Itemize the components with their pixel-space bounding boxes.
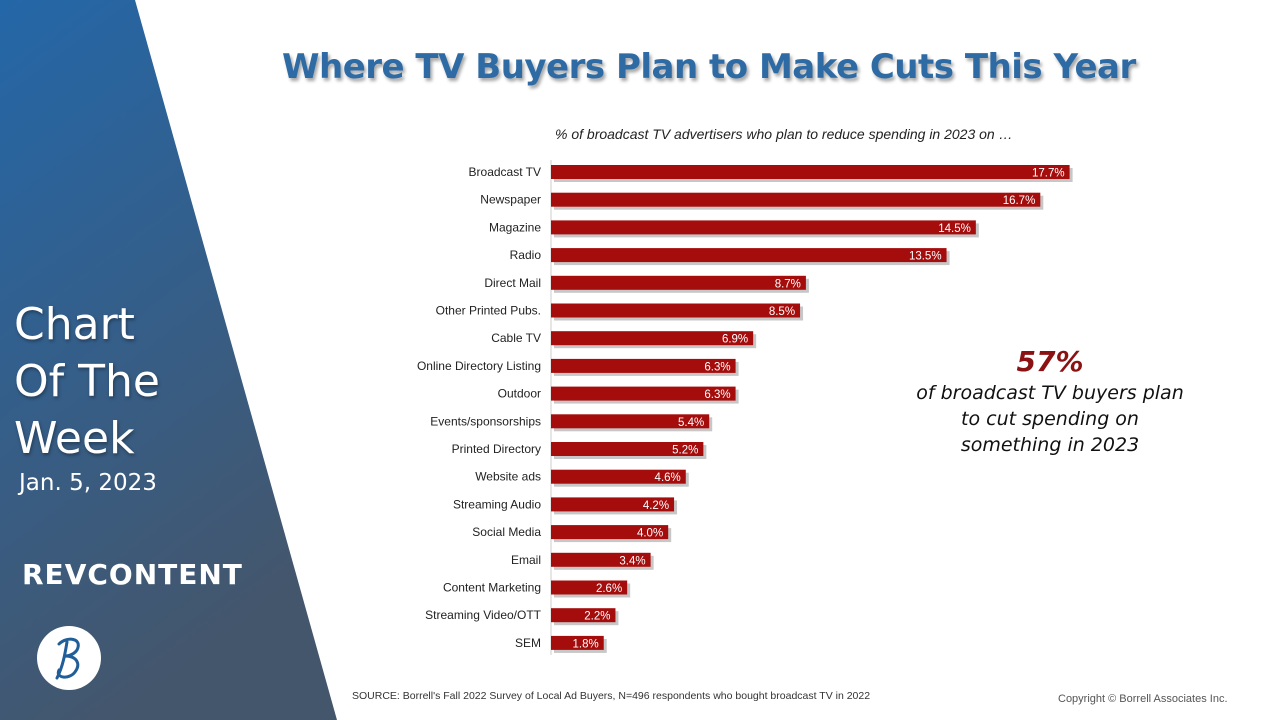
bar <box>551 248 947 263</box>
data-label: 6.9% <box>722 334 748 346</box>
borrell-logo-icon <box>55 637 80 680</box>
callout-value: 57% <box>1016 345 1084 378</box>
bar <box>551 358 736 373</box>
category-label: Newspaper <box>480 193 541 207</box>
revcontent-logo-text: REVCONTENT <box>22 558 243 591</box>
data-label: 8.7% <box>775 278 801 290</box>
sidebar-title: Chart Of The Week <box>14 296 160 467</box>
bar <box>551 580 628 595</box>
category-label: Broadcast TV <box>469 165 541 179</box>
data-label: 4.0% <box>637 528 663 540</box>
bar <box>551 497 675 512</box>
revcontent-logo: REVCONTENT <box>22 558 243 591</box>
category-label: Email <box>511 553 541 567</box>
bar <box>551 552 651 567</box>
data-label: 14.5% <box>938 223 971 235</box>
data-label: 5.4% <box>678 417 704 429</box>
bar <box>551 303 801 318</box>
bar <box>551 220 976 235</box>
category-label: Radio <box>510 248 542 262</box>
data-label: 13.5% <box>909 251 942 263</box>
category-label: Online Directory Listing <box>417 359 541 373</box>
data-label: 1.8% <box>573 638 599 650</box>
category-label: Direct Mail <box>484 276 541 290</box>
data-label: 6.3% <box>704 361 730 373</box>
bar <box>551 192 1041 207</box>
copyright-note: Copyright © Borrell Associates Inc. <box>1058 693 1228 705</box>
bar <box>551 386 736 401</box>
category-label: Website ads <box>475 470 541 484</box>
sidebar-title-line-2: Of The <box>14 356 160 407</box>
category-label: SEM <box>515 636 541 650</box>
data-label: 17.7% <box>1032 168 1065 180</box>
page-title: Where TV Buyers Plan to Make Cuts This Y… <box>282 47 1136 87</box>
category-label: Printed Directory <box>452 442 541 456</box>
sidebar-title-line-3: Week <box>14 413 135 464</box>
category-label: Other Printed Pubs. <box>436 304 541 318</box>
stat-callout: 57% of broadcast TV buyers plan to cut s… <box>910 345 1190 458</box>
data-label: 2.6% <box>596 583 622 595</box>
data-label: 5.2% <box>672 445 698 457</box>
category-label: Events/sponsorships <box>430 414 541 428</box>
bar <box>551 442 704 456</box>
bar <box>551 635 604 650</box>
category-label: Social Media <box>472 525 541 539</box>
chart-subtitle: % of broadcast TV advertisers who plan t… <box>555 126 1013 142</box>
category-label: Magazine <box>489 220 541 234</box>
callout-text: of broadcast TV buyers plan to cut spend… <box>916 382 1184 456</box>
bar <box>551 275 806 290</box>
category-label: Outdoor <box>498 387 541 401</box>
data-label: 8.5% <box>769 306 795 318</box>
bar <box>551 331 754 346</box>
data-label: 16.7% <box>1003 195 1036 207</box>
sidebar-date: Jan. 5, 2023 <box>19 470 157 496</box>
category-label: Streaming Video/OTT <box>425 608 541 622</box>
source-note: SOURCE: Borrell's Fall 2022 Survey of Lo… <box>352 690 871 702</box>
bar <box>551 608 616 623</box>
category-label: Content Marketing <box>443 581 541 595</box>
bar <box>551 165 1070 179</box>
data-label: 2.2% <box>584 611 610 623</box>
data-label: 4.2% <box>643 500 669 512</box>
data-label: 6.3% <box>704 389 730 401</box>
data-label: 3.4% <box>619 555 645 567</box>
category-label: Cable TV <box>491 331 541 345</box>
bar <box>551 414 710 429</box>
borrell-logo <box>37 626 101 690</box>
sidebar-title-line-1: Chart <box>14 299 135 350</box>
category-label: Streaming Audio <box>453 497 541 511</box>
bar <box>551 469 686 484</box>
bar <box>551 525 669 540</box>
data-label: 4.6% <box>655 472 681 484</box>
